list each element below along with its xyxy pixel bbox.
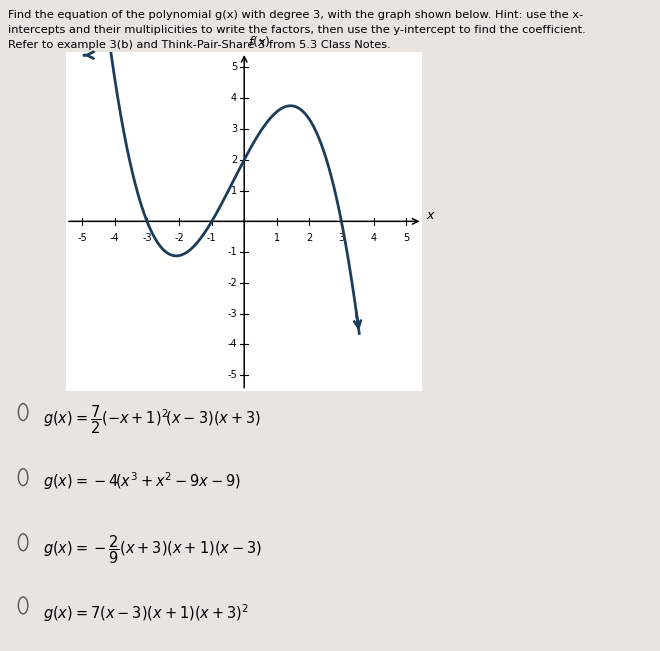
Text: 5: 5	[403, 233, 409, 243]
Text: intercepts and their multiplicities to write the factors, then use the y-interce: intercepts and their multiplicities to w…	[8, 25, 585, 35]
Text: -2: -2	[227, 278, 237, 288]
Text: -5: -5	[227, 370, 237, 380]
Text: 2: 2	[231, 155, 237, 165]
Text: -4: -4	[110, 233, 119, 243]
Text: 3: 3	[231, 124, 237, 134]
Text: Refer to example 3(b) and Think-Pair-Share 3 from 5.3 Class Notes.: Refer to example 3(b) and Think-Pair-Sha…	[8, 40, 391, 49]
Text: -1: -1	[228, 247, 237, 257]
Text: -1: -1	[207, 233, 216, 243]
Text: $x$: $x$	[426, 210, 436, 222]
Text: 1: 1	[273, 233, 280, 243]
Text: -3: -3	[142, 233, 152, 243]
Text: 1: 1	[231, 186, 237, 195]
Text: 3: 3	[339, 233, 345, 243]
Text: -5: -5	[77, 233, 87, 243]
Text: $g\left(x\right)=-\dfrac{2}{9}\left(x+3\right)\left(x+1\right)\left(x-3\right)$: $g\left(x\right)=-\dfrac{2}{9}\left(x+3\…	[43, 534, 262, 566]
Text: 4: 4	[231, 93, 237, 104]
Text: -4: -4	[228, 339, 237, 350]
Text: 5: 5	[231, 62, 237, 72]
Text: $g\left(x\right)=\dfrac{7}{2}\left(-x+1\right)^{2}\!\left(x-3\right)\left(x+3\ri: $g\left(x\right)=\dfrac{7}{2}\left(-x+1\…	[43, 404, 261, 436]
Text: -3: -3	[228, 309, 237, 318]
Text: 2: 2	[306, 233, 312, 243]
Text: $g\left(x\right)=-4\!\left(x^{3}+x^{2}-9x-9\right)$: $g\left(x\right)=-4\!\left(x^{3}+x^{2}-9…	[43, 470, 241, 492]
Text: $g\left(x\right)=7\left(x-3\right)\left(x+1\right)\left(x+3\right)^{2}$: $g\left(x\right)=7\left(x-3\right)\left(…	[43, 602, 249, 624]
Text: -2: -2	[174, 233, 184, 243]
Text: 4: 4	[371, 233, 377, 243]
Text: $f(x)$: $f(x)$	[248, 34, 271, 49]
Text: Find the equation of the polynomial g(x) with degree 3, with the graph shown bel: Find the equation of the polynomial g(x)…	[8, 10, 583, 20]
